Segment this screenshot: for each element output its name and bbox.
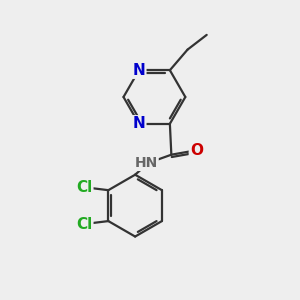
Text: N: N xyxy=(133,116,145,131)
Text: HN: HN xyxy=(134,156,158,170)
Text: Cl: Cl xyxy=(76,180,92,195)
Text: O: O xyxy=(190,143,203,158)
Text: N: N xyxy=(133,63,145,78)
Text: Cl: Cl xyxy=(76,217,92,232)
